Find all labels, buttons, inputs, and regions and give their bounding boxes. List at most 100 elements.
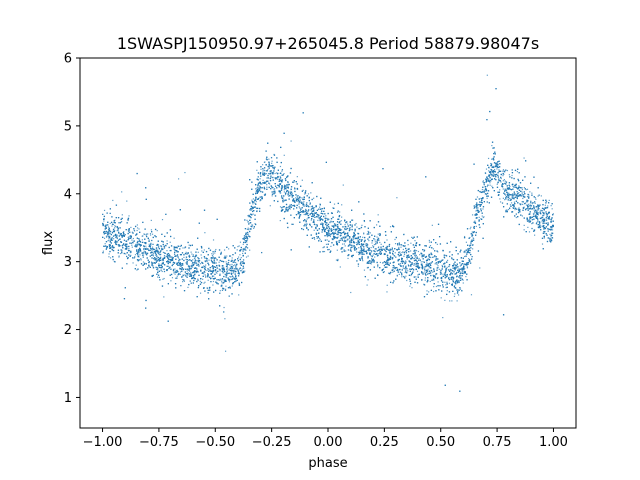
data-point <box>326 217 328 219</box>
data-point <box>477 207 479 209</box>
data-point <box>513 194 516 196</box>
data-point <box>295 197 297 199</box>
data-point <box>105 235 108 237</box>
data-point <box>313 213 315 215</box>
data-point <box>330 228 332 231</box>
data-point <box>547 212 550 215</box>
data-point <box>358 253 360 256</box>
data-point <box>198 261 200 263</box>
data-point <box>212 255 214 257</box>
data-point <box>227 261 230 264</box>
data-point <box>463 251 465 253</box>
data-point <box>204 232 206 234</box>
data-point <box>187 274 189 276</box>
data-point <box>343 239 346 241</box>
data-point <box>475 225 477 227</box>
data-point <box>279 206 282 208</box>
data-point <box>549 218 551 220</box>
data-point <box>533 212 535 214</box>
data-point <box>446 290 448 292</box>
data-point <box>374 239 376 241</box>
data-point <box>151 249 153 251</box>
data-point <box>329 235 331 238</box>
data-point <box>548 217 551 219</box>
data-point <box>410 250 412 252</box>
data-point <box>103 245 106 247</box>
data-point <box>534 211 536 213</box>
data-point <box>544 207 546 209</box>
data-point <box>331 221 333 223</box>
data-point <box>266 186 268 188</box>
data-point <box>175 270 177 272</box>
data-point <box>203 273 205 275</box>
data-point <box>257 187 259 189</box>
data-point <box>212 256 214 259</box>
data-point <box>112 199 114 202</box>
data-point <box>393 265 395 267</box>
data-point <box>340 220 342 222</box>
data-point <box>372 246 374 249</box>
data-point <box>221 279 223 281</box>
data-point <box>190 272 192 274</box>
data-point <box>316 224 318 226</box>
data-point <box>287 190 289 192</box>
data-point <box>251 224 254 226</box>
data-point <box>161 246 163 248</box>
data-point <box>410 264 412 266</box>
data-point <box>140 244 143 246</box>
data-point <box>114 227 116 229</box>
data-point <box>240 260 242 263</box>
data-point <box>264 170 266 172</box>
data-point <box>125 247 127 249</box>
data-point <box>457 289 459 291</box>
data-point <box>194 272 196 274</box>
data-point <box>225 261 227 263</box>
data-point <box>137 243 139 245</box>
data-point <box>511 193 513 196</box>
data-point <box>228 259 230 262</box>
data-point <box>509 204 512 206</box>
data-point <box>150 219 152 222</box>
data-point <box>258 185 261 187</box>
data-point <box>313 238 316 240</box>
data-point <box>470 226 472 228</box>
data-point <box>189 265 191 267</box>
data-point <box>187 286 189 288</box>
data-point <box>479 267 481 269</box>
data-point <box>442 316 444 319</box>
data-point <box>404 245 406 247</box>
data-point <box>317 219 319 221</box>
data-point <box>303 205 306 207</box>
data-point <box>231 285 233 287</box>
data-point <box>136 269 138 271</box>
data-point <box>156 230 158 232</box>
data-point <box>328 235 330 237</box>
data-point <box>161 270 163 273</box>
data-point <box>197 259 199 262</box>
data-point <box>500 181 502 183</box>
data-point <box>361 258 364 261</box>
data-point <box>424 279 426 281</box>
data-point <box>355 222 357 225</box>
data-point <box>110 231 112 233</box>
data-point <box>482 180 484 182</box>
data-point <box>404 263 406 265</box>
data-point <box>310 192 312 194</box>
data-point <box>357 243 359 245</box>
data-point <box>149 232 152 235</box>
data-point <box>519 203 521 205</box>
data-point <box>415 259 418 261</box>
data-point <box>370 255 372 257</box>
data-point <box>223 249 226 251</box>
data-point <box>139 245 142 247</box>
data-point <box>407 270 409 272</box>
data-point <box>284 193 287 196</box>
data-point <box>150 243 152 245</box>
data-point <box>498 169 500 171</box>
data-point <box>168 253 171 256</box>
data-point <box>340 237 343 239</box>
data-point <box>353 238 355 240</box>
data-point <box>247 227 249 229</box>
data-point <box>131 246 133 248</box>
data-point <box>291 192 293 194</box>
